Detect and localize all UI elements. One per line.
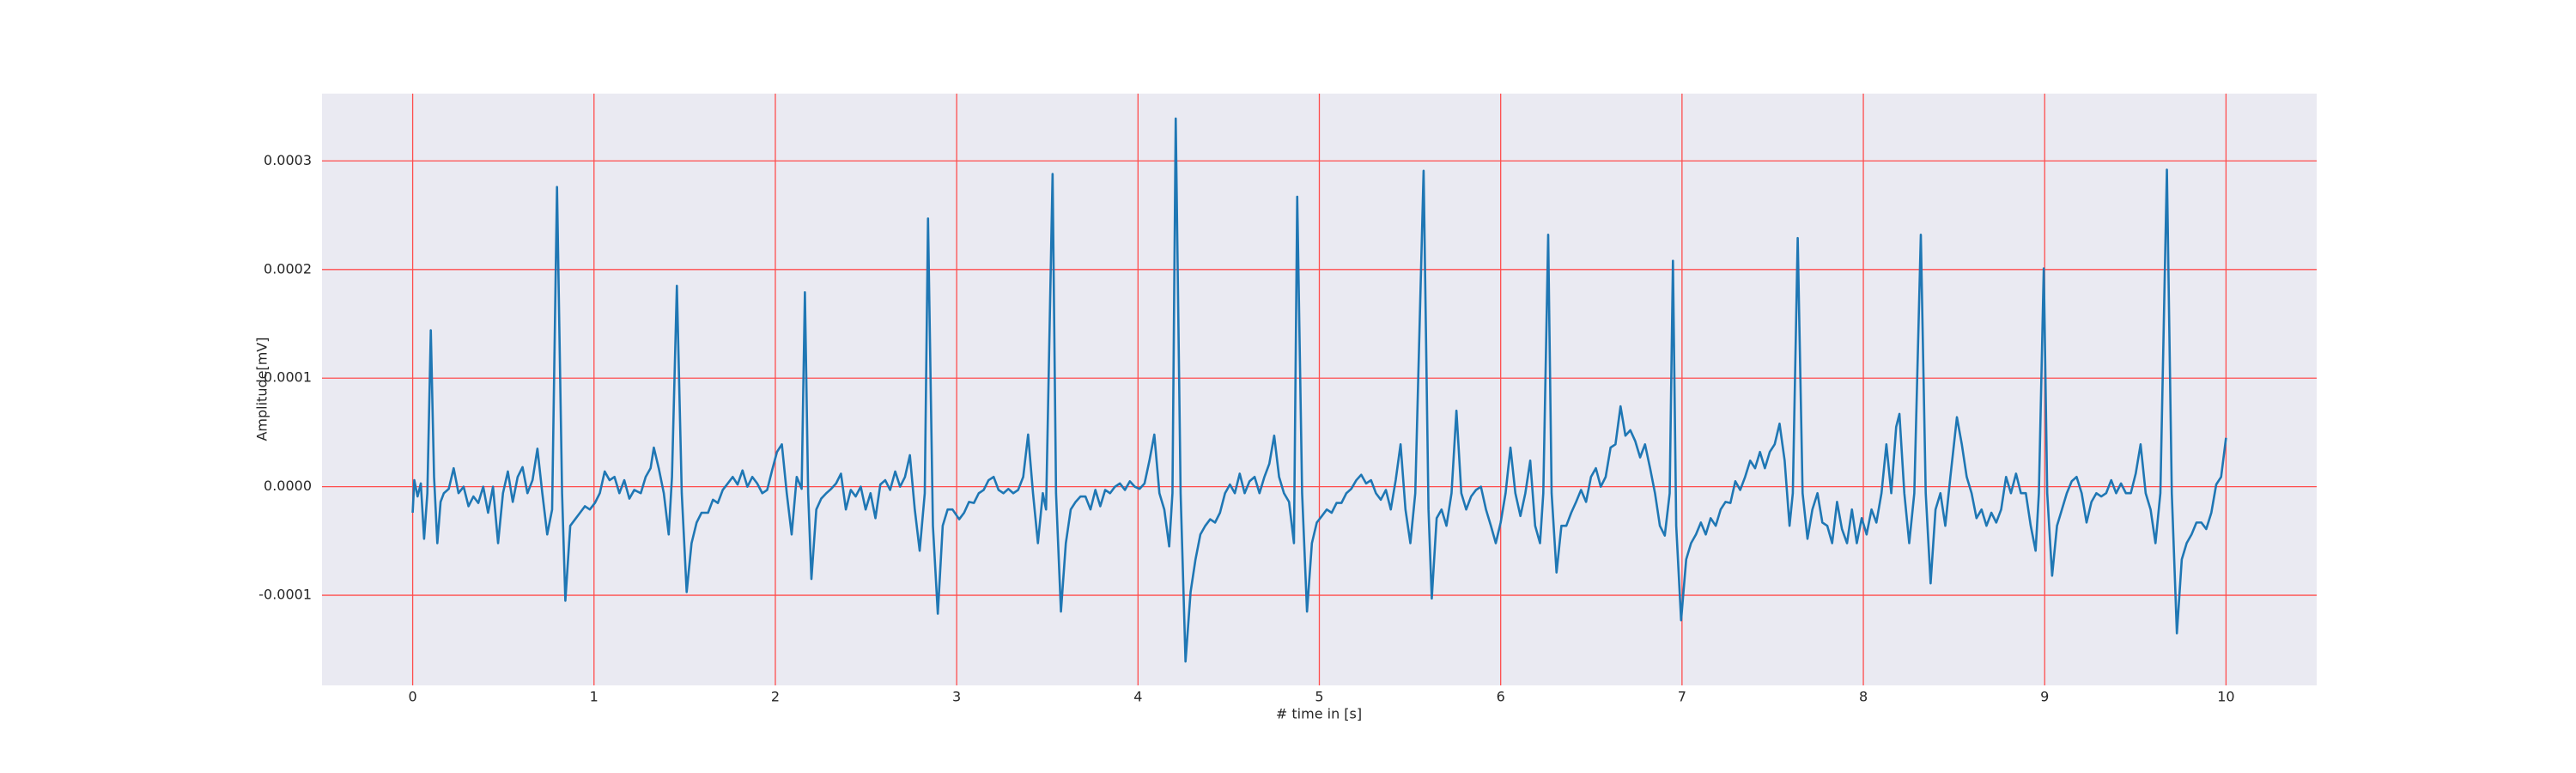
- x-tick-label: 8: [1859, 689, 1868, 705]
- y-tick-label: 0.0002: [264, 260, 312, 277]
- x-axis-label: # time in [s]: [1276, 706, 1362, 722]
- y-axis-label: Amplitude[mV]: [254, 337, 270, 441]
- y-tick-label: 0.0001: [264, 369, 312, 386]
- x-tick-label: 7: [1678, 689, 1686, 705]
- x-tick-label: 9: [2040, 689, 2049, 705]
- y-tick-label: 0.0000: [264, 478, 312, 494]
- x-tick-label: 6: [1497, 689, 1505, 705]
- y-tick-label: 0.0003: [264, 152, 312, 168]
- x-tick-label: 10: [2217, 689, 2234, 705]
- y-tick-label: -0.0001: [258, 587, 312, 603]
- ecg-line: [411, 117, 2227, 663]
- x-tick-label: 0: [408, 689, 416, 705]
- x-tick-label: 4: [1133, 689, 1142, 705]
- x-tick-label: 1: [590, 689, 598, 705]
- x-tick-label: 2: [771, 689, 780, 705]
- x-tick-label: 3: [952, 689, 961, 705]
- x-tick-label: 5: [1315, 689, 1323, 705]
